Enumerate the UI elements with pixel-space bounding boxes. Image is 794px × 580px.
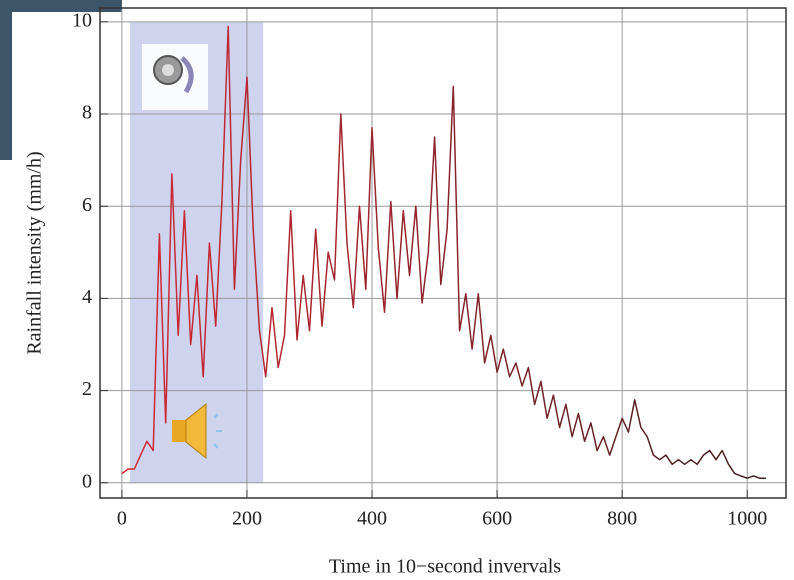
x-tick-label: 200 [232, 508, 262, 530]
y-tick-label: 6 [82, 194, 92, 216]
speaker-icon-2 [172, 402, 222, 460]
speaker-icon [142, 44, 208, 110]
y-tick-label: 2 [82, 378, 92, 400]
rainfall-line [121, 25, 766, 479]
y-tick-label: 0 [82, 470, 92, 492]
x-tick-label: 1000 [727, 508, 767, 530]
x-tick-label: 800 [607, 508, 637, 530]
x-tick-label: 600 [482, 508, 512, 530]
x-tick-label: 0 [117, 508, 127, 530]
y-axis-label: Rainfall intensity (mm/h) [24, 151, 46, 354]
x-axis-label: Time in 10−second invervals [329, 556, 561, 578]
y-tick-label: 4 [82, 286, 92, 308]
y-tick-label: 10 [72, 9, 92, 31]
photo-fragment [12, 0, 122, 12]
plot-frame [99, 7, 787, 499]
y-tick-label: 8 [82, 102, 92, 124]
photo-fragment [0, 0, 12, 160]
x-tick-label: 400 [357, 508, 387, 530]
